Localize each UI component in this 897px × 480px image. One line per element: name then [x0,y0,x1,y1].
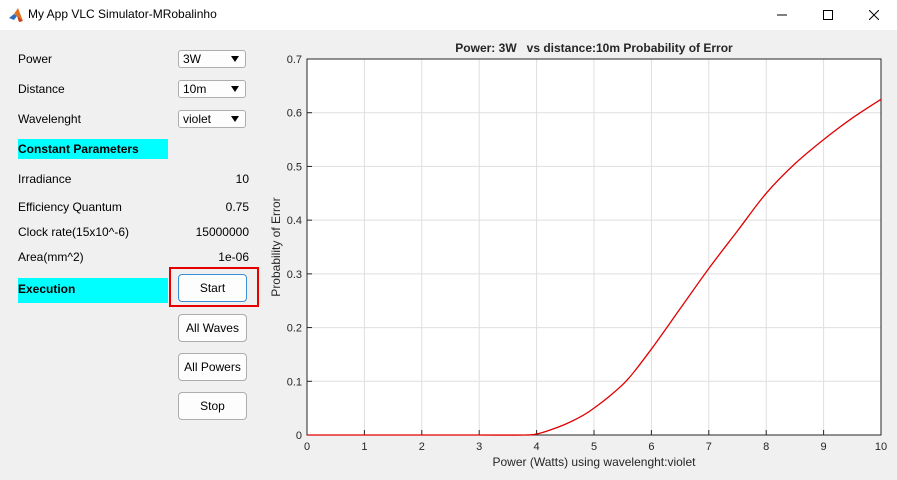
y-tick-label: 0.5 [287,161,302,173]
wavelength-dropdown[interactable]: violet [178,110,246,128]
power-dropdown-value: 3W [183,52,201,66]
x-tick-label: 0 [304,441,310,453]
all-waves-button[interactable]: All Waves [178,314,247,342]
y-tick-label: 0.6 [287,108,302,120]
y-tick-label: 0.4 [287,215,302,227]
maximize-icon [823,10,833,20]
matlab-app-icon [9,8,23,22]
clock-rate-label: Clock rate(15x10^-6) [18,225,130,239]
x-axis-label: Power (Watts) using wavelenght:violet [493,455,697,469]
close-button[interactable] [851,0,897,30]
distance-label: Distance [18,82,65,96]
maximize-button[interactable] [805,0,851,30]
x-tick-label: 8 [763,441,769,453]
constant-parameters-header: Constant Parameters [18,139,168,159]
irradiance-label: Irradiance [18,172,72,186]
efficiency-label: Efficiency Quantum [18,200,122,214]
power-dropdown[interactable]: 3W [178,50,246,68]
x-tick-label: 6 [648,441,654,453]
x-tick-label: 2 [419,441,425,453]
y-tick-label: 0.3 [287,269,302,281]
close-icon [869,10,879,20]
execution-header: Execution [18,278,168,303]
efficiency-value: 0.75 [225,200,249,214]
y-axis-ticks: 0 0.1 0.2 0.3 0.4 0.5 0.6 0.7 [287,54,312,442]
y-tick-label: 0 [296,430,302,442]
x-axis-ticks: 0 1 2 3 4 5 6 7 8 9 10 [304,430,887,453]
x-tick-label: 5 [591,441,597,453]
minimize-icon [777,14,787,16]
series-line-probability-error [307,98,882,436]
x-tick-label: 3 [476,441,482,453]
probability-error-chart: 0 1 2 3 4 5 6 7 8 9 10 0 0.1 0.2 0.3 0.4 0.5 0.6 0.7 Powe… [269,41,887,469]
chevron-down-icon [231,116,239,122]
y-tick-label: 0.1 [287,376,302,388]
area-value: 1e-06 [218,250,249,264]
window-title: My App VLC Simulator-MRobalinho [28,7,217,21]
x-tick-label: 7 [706,441,712,453]
power-label: Power [18,52,53,66]
wavelength-dropdown-value: violet [183,112,212,126]
x-tick-label: 1 [361,441,367,453]
wavelength-label: Wavelenght [18,112,81,126]
x-tick-label: 10 [875,441,887,453]
y-tick-label: 0.7 [287,54,302,66]
chevron-down-icon [231,56,239,62]
all-powers-button[interactable]: All Powers [178,353,247,381]
y-tick-label: 0.2 [287,323,302,335]
x-tick-label: 4 [534,441,540,453]
irradiance-value: 10 [235,172,249,186]
distance-dropdown[interactable]: 10m [178,80,246,98]
start-button[interactable]: Start [178,274,247,302]
clock-rate-value: 15000000 [195,225,249,239]
y-axis-label: Probability of Error [269,197,283,296]
chart-title: Power: 3W vs distance:10m Probability of… [455,41,733,55]
minimize-button[interactable] [759,0,805,30]
chevron-down-icon [231,86,239,92]
start-button-highlight [169,267,259,307]
area-label: Area(mm^2) [18,250,84,264]
distance-dropdown-value: 10m [183,82,207,96]
x-tick-label: 9 [821,441,827,453]
title-bar: My App VLC Simulator-MRobalinho [0,0,897,30]
stop-button[interactable]: Stop [178,392,247,420]
